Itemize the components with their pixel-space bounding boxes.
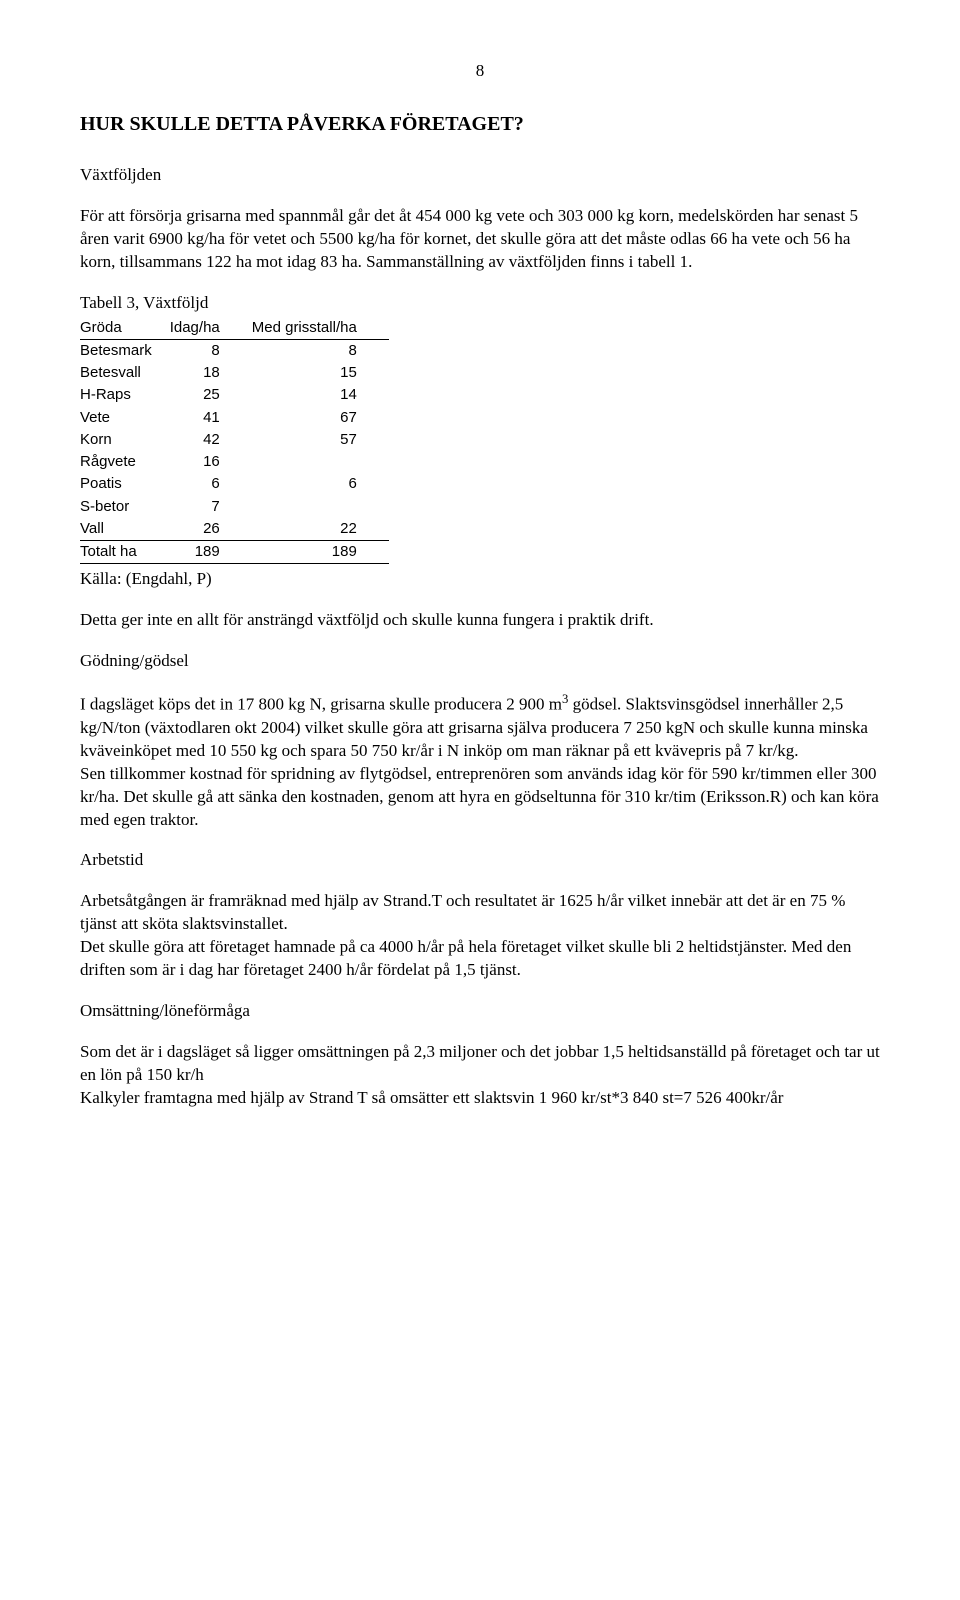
cell: Rågvete xyxy=(80,451,170,473)
cell: 6 xyxy=(252,473,389,495)
table3-caption: Tabell 3, Växtföljd xyxy=(80,292,880,315)
omsattning-paragraph-2: Kalkyler framtagna med hjälp av Strand T… xyxy=(80,1087,880,1110)
cell: S-betor xyxy=(80,496,170,518)
table3-total-row: Totalt ha 189 189 xyxy=(80,541,389,564)
cell: Vall xyxy=(80,518,170,541)
table3-col1: Idag/ha xyxy=(170,317,252,340)
cell: 22 xyxy=(252,518,389,541)
table-row: Betesmark 8 8 xyxy=(80,339,389,362)
section-vaxtfoljden-title: Växtföljden xyxy=(80,164,880,187)
section-godning-title: Gödning/gödsel xyxy=(80,650,880,673)
cell: 16 xyxy=(170,451,252,473)
cell xyxy=(252,451,389,473)
cell: 8 xyxy=(252,339,389,362)
cell: 67 xyxy=(252,407,389,429)
cell: H-Raps xyxy=(80,384,170,406)
cell: 15 xyxy=(252,362,389,384)
cell xyxy=(252,496,389,518)
cell: 189 xyxy=(252,541,389,564)
cell: Poatis xyxy=(80,473,170,495)
cell: 25 xyxy=(170,384,252,406)
cell: Totalt ha xyxy=(80,541,170,564)
table-row: Vall 26 22 xyxy=(80,518,389,541)
godning-paragraph-2: Sen tillkommer kostnad för spridning av … xyxy=(80,763,880,832)
table3: Gröda Idag/ha Med grisstall/ha Betesmark… xyxy=(80,317,389,565)
cell: 6 xyxy=(170,473,252,495)
table-row: Korn 42 57 xyxy=(80,429,389,451)
section-arbetstid-title: Arbetstid xyxy=(80,849,880,872)
main-heading: HUR SKULLE DETTA PÅVERKA FÖRETAGET? xyxy=(80,111,880,138)
table-row: Vete 41 67 xyxy=(80,407,389,429)
cell: Betesmark xyxy=(80,339,170,362)
cell: Betesvall xyxy=(80,362,170,384)
after-table-paragraph: Detta ger inte en allt för ansträngd väx… xyxy=(80,609,880,632)
cell: 18 xyxy=(170,362,252,384)
cell: 7 xyxy=(170,496,252,518)
arbetstid-paragraph-2: Det skulle göra att företaget hamnade på… xyxy=(80,936,880,982)
section-omsattning-title: Omsättning/löneförmåga xyxy=(80,1000,880,1023)
godning-paragraph-1: I dagsläget köps det in 17 800 kg N, gri… xyxy=(80,691,880,762)
table3-col0: Gröda xyxy=(80,317,170,340)
godning-p1a: I dagsläget köps det in 17 800 kg N, gri… xyxy=(80,695,562,714)
table3-col2: Med grisstall/ha xyxy=(252,317,389,340)
table-row: Poatis 6 6 xyxy=(80,473,389,495)
vaxtfoljden-paragraph: För att försörja grisarna med spannmål g… xyxy=(80,205,880,274)
cell: 189 xyxy=(170,541,252,564)
cell: 41 xyxy=(170,407,252,429)
table3-source: Källa: (Engdahl, P) xyxy=(80,568,880,591)
table-row: S-betor 7 xyxy=(80,496,389,518)
arbetstid-paragraph-1: Arbetsåtgången är framräknad med hjälp a… xyxy=(80,890,880,936)
table-row: H-Raps 25 14 xyxy=(80,384,389,406)
table-row: Rågvete 16 xyxy=(80,451,389,473)
cell: 42 xyxy=(170,429,252,451)
omsattning-paragraph-1: Som det är i dagsläget så ligger omsättn… xyxy=(80,1041,880,1087)
cell: 57 xyxy=(252,429,389,451)
cell: 14 xyxy=(252,384,389,406)
cell: Korn xyxy=(80,429,170,451)
cell: 8 xyxy=(170,339,252,362)
page-number: 8 xyxy=(80,60,880,83)
table3-header-row: Gröda Idag/ha Med grisstall/ha xyxy=(80,317,389,340)
cell: 26 xyxy=(170,518,252,541)
cell: Vete xyxy=(80,407,170,429)
table-row: Betesvall 18 15 xyxy=(80,362,389,384)
